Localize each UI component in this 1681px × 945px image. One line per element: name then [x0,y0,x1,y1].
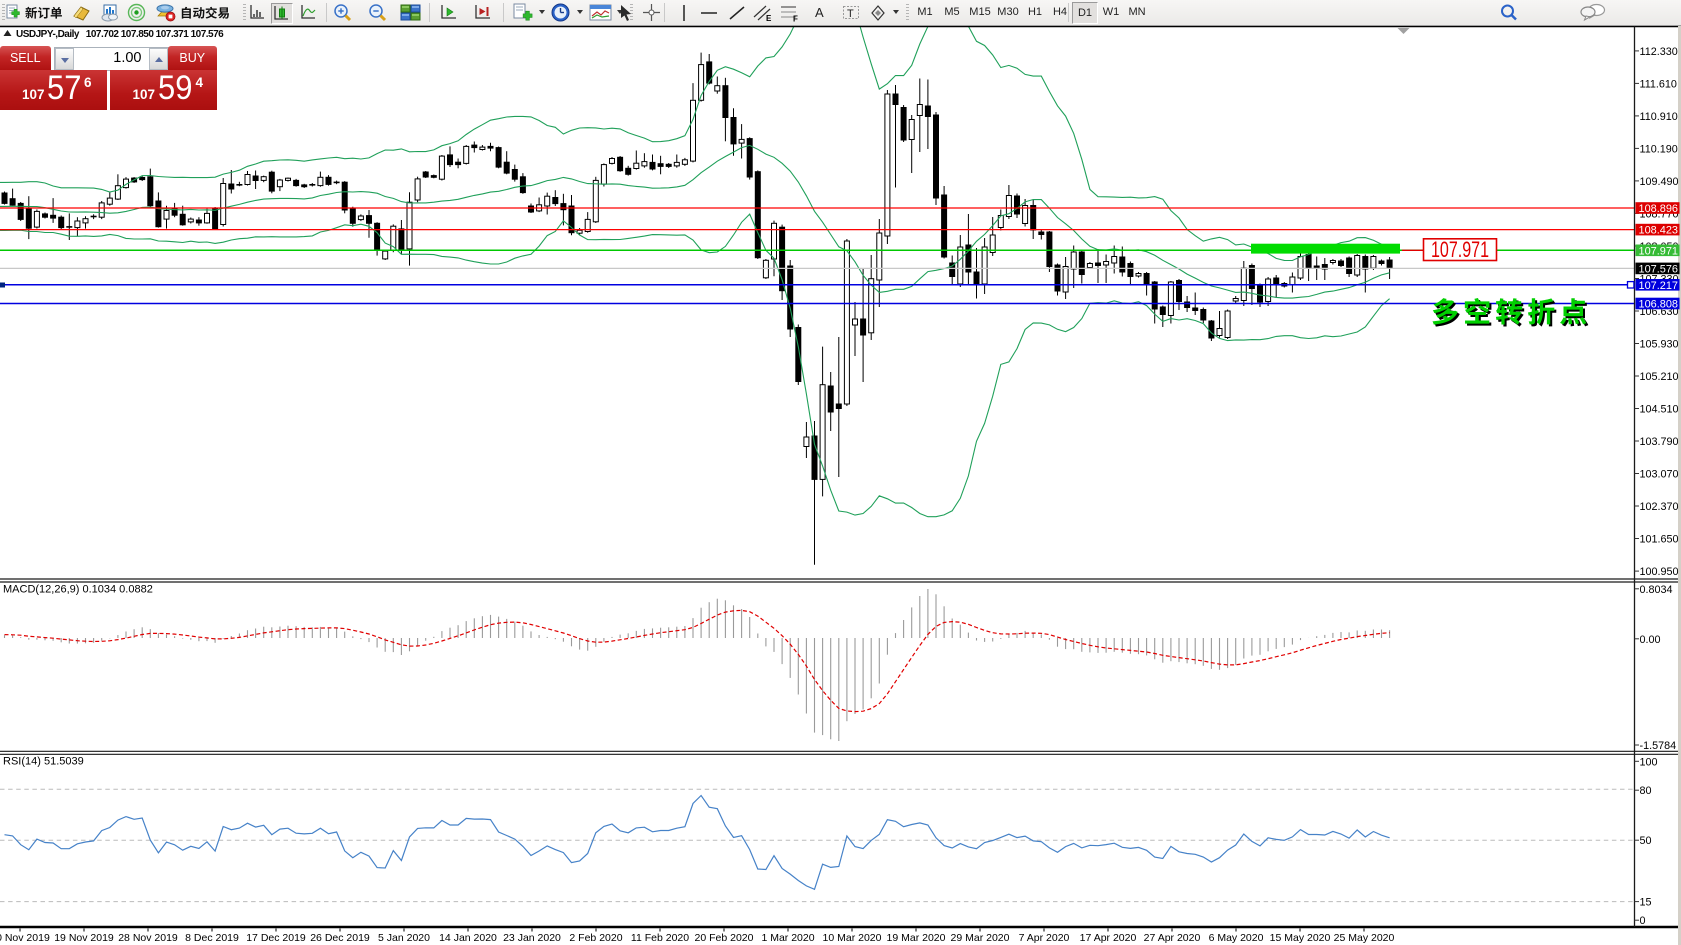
svg-text:112.330: 112.330 [1640,46,1678,58]
svg-text:15 May 2020: 15 May 2020 [1270,932,1331,944]
svg-text:RSI(14) 51.5039: RSI(14) 51.5039 [3,756,84,768]
svg-text:10 Nov 2019: 10 Nov 2019 [0,932,50,944]
svg-text:80: 80 [1640,785,1652,797]
svg-text:101.650: 101.650 [1640,534,1679,546]
svg-text:110.190: 110.190 [1640,143,1678,155]
svg-text:0.00: 0.00 [1640,634,1661,646]
svg-text:28 Nov 2019: 28 Nov 2019 [118,932,178,944]
svg-text:15: 15 [1640,897,1652,909]
svg-text:T: T [847,8,854,20]
svg-text:17 Dec 2019: 17 Dec 2019 [246,932,306,944]
svg-text:10 Mar 2020: 10 Mar 2020 [823,932,882,944]
svg-text:-1.5784: -1.5784 [1640,740,1677,752]
svg-text:0.8034: 0.8034 [1640,584,1673,596]
svg-text:23 Jan 2020: 23 Jan 2020 [503,932,561,944]
svg-text:102.370: 102.370 [1640,501,1679,513]
svg-text:103.790: 103.790 [1640,436,1679,448]
svg-text:27 Apr 2020: 27 Apr 2020 [1144,932,1201,944]
svg-text:107.971: 107.971 [1639,245,1679,257]
svg-text:F: F [793,14,798,22]
svg-text:7 Apr 2020: 7 Apr 2020 [1019,932,1070,944]
svg-text:109.490: 109.490 [1640,176,1679,188]
svg-text:111.610: 111.610 [1640,78,1677,90]
svg-text:100: 100 [1640,756,1658,768]
svg-text:8 Dec 2019: 8 Dec 2019 [185,932,239,944]
svg-text:5 Jan 2020: 5 Jan 2020 [378,932,430,944]
svg-text:104.510: 104.510 [1640,404,1679,416]
svg-text:11 Feb 2020: 11 Feb 2020 [631,932,689,944]
svg-text:106.808: 106.808 [1639,299,1679,311]
svg-text:19 Mar 2020: 19 Mar 2020 [887,932,946,944]
svg-text:108.896: 108.896 [1639,203,1679,215]
svg-text:6 May 2020: 6 May 2020 [1209,932,1264,944]
svg-text:107.217: 107.217 [1639,280,1679,292]
svg-text:105.210: 105.210 [1640,371,1679,383]
svg-text:0: 0 [1640,915,1646,927]
svg-text:1 Mar 2020: 1 Mar 2020 [761,932,814,944]
svg-text:107.971: 107.971 [1431,237,1489,262]
svg-text:110.910: 110.910 [1640,111,1678,123]
svg-text:20 Feb 2020: 20 Feb 2020 [695,932,754,944]
svg-text:108.423: 108.423 [1639,225,1679,237]
svg-text:19 Nov 2019: 19 Nov 2019 [54,932,114,944]
svg-text:17 Apr 2020: 17 Apr 2020 [1080,932,1137,944]
svg-text:14 Jan 2020: 14 Jan 2020 [439,932,497,944]
svg-text:25 May 2020: 25 May 2020 [1334,932,1395,944]
svg-text:103.070: 103.070 [1640,469,1679,481]
svg-text:50: 50 [1640,835,1652,847]
svg-text:E: E [766,14,772,22]
svg-text:2 Feb 2020: 2 Feb 2020 [569,932,622,944]
svg-text:100.950: 100.950 [1640,566,1679,578]
svg-text:107.576: 107.576 [1639,263,1679,275]
svg-text:105.930: 105.930 [1640,339,1679,351]
svg-text:MACD(12,26,9) 0.1034 0.0882: MACD(12,26,9) 0.1034 0.0882 [3,584,153,596]
svg-text:26 Dec 2019: 26 Dec 2019 [310,932,370,944]
svg-text:29 Mar 2020: 29 Mar 2020 [951,932,1010,944]
